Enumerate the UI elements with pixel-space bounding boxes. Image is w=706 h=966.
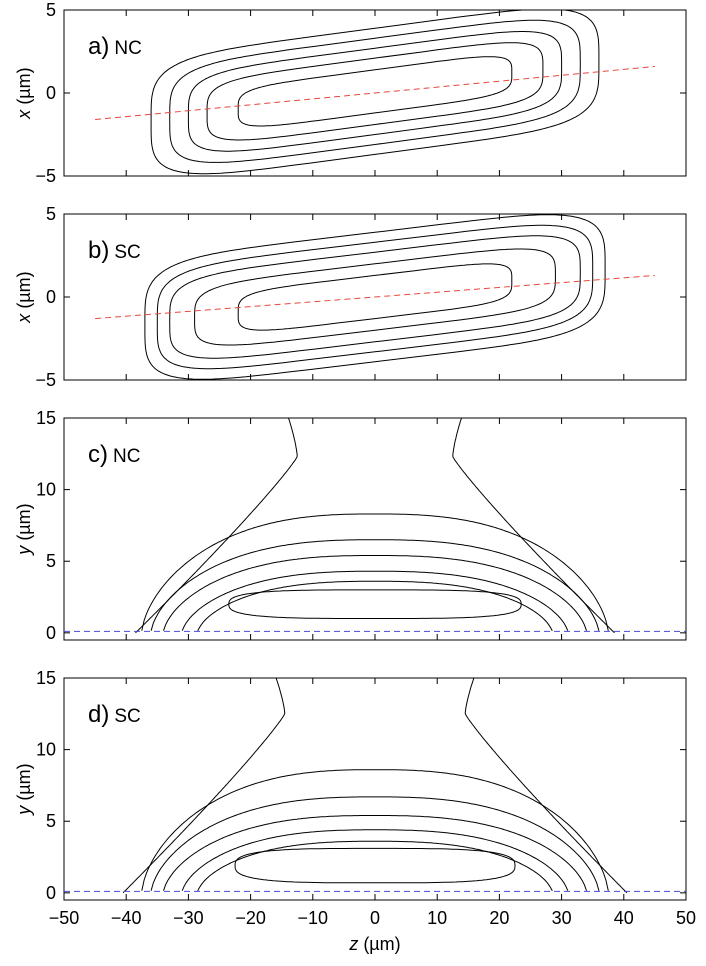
panel-tag: NC: [113, 446, 140, 467]
reference-line: [95, 65, 655, 121]
panel-tag: SC: [114, 242, 140, 263]
panel-c: 0 5 10 15 y (µm) c) NC: [14, 408, 687, 643]
reference-line: [95, 274, 655, 320]
x-tick-label: −10: [298, 908, 329, 928]
x-tick-label: 10: [427, 908, 447, 928]
contour-line: [181, 829, 569, 891]
y-axis-var: y: [14, 545, 34, 557]
y-axis-label: x (µm): [14, 67, 34, 119]
contour-line: [228, 589, 522, 619]
contours: [64, 678, 686, 894]
contour-line: [150, 796, 600, 891]
y-axis-var: x: [14, 109, 34, 120]
y-axis-unit: (µm): [14, 271, 34, 313]
y-tick-label: 15: [36, 408, 56, 428]
x-tick-label: −30: [173, 908, 204, 928]
panel-b: −5 0 5 x (µm) b) SC: [14, 204, 687, 390]
y-axis-unit: (µm): [14, 67, 34, 109]
y-tick-label: 0: [46, 287, 56, 307]
panel-d-label: d) SC: [88, 701, 141, 728]
contour-line: [464, 678, 628, 894]
contour-line: [122, 678, 286, 894]
panel-letter: c): [88, 441, 108, 468]
contour-line: [206, 42, 544, 141]
x-tick-label: 40: [614, 908, 634, 928]
y-axis-unit: (µm): [14, 763, 34, 805]
panel-letter: b): [88, 237, 109, 264]
x-axis-unit: (µm): [358, 934, 400, 954]
contour-line: [135, 418, 298, 634]
contour-line: [169, 235, 581, 359]
y-tick-label: 0: [46, 883, 56, 903]
contour-line: [187, 31, 563, 152]
panel-c-label: c) NC: [88, 441, 140, 468]
contour-line: [181, 570, 569, 631]
y-tick-label: 5: [46, 0, 56, 20]
panel-c-frame: [63, 417, 687, 641]
panel-d-frame: [63, 677, 687, 901]
x-tick-label: −20: [235, 908, 266, 928]
contour-line: [237, 263, 513, 331]
contour-line: [163, 555, 587, 631]
y-axis-var: x: [14, 313, 34, 324]
y-tick-label: 10: [36, 480, 56, 500]
x-tick-label: 30: [552, 908, 572, 928]
contour-line: [141, 769, 609, 891]
contour-line: [237, 56, 513, 127]
x-tick-label: 20: [489, 908, 509, 928]
y-axis-var: y: [14, 805, 34, 817]
contours: [95, 214, 655, 380]
x-axis-var: z: [348, 934, 358, 954]
contour-line: [144, 214, 606, 380]
y-tick-label: 5: [46, 811, 56, 831]
contour-line: [234, 847, 516, 884]
panel-letter: d): [88, 701, 109, 728]
y-tick-label: 5: [46, 204, 56, 224]
x-tick-label: −40: [111, 908, 142, 928]
y-axis-unit: (µm): [14, 503, 34, 545]
contour-line: [150, 10, 600, 175]
y-tick-label: −5: [35, 166, 56, 186]
y-axis-label: x (µm): [14, 271, 34, 323]
y-tick-label: 5: [46, 551, 56, 571]
contour-line: [452, 418, 615, 634]
y-axis-label: y (µm): [14, 503, 34, 556]
contour-line: [141, 513, 609, 631]
contour-line: [194, 248, 556, 346]
contours: [64, 418, 686, 634]
y-tick-label: 15: [36, 668, 56, 688]
contour-line: [156, 224, 594, 370]
contour-line: [197, 840, 553, 891]
y-tick-label: 0: [46, 83, 56, 103]
x-tick-label: 0: [370, 908, 380, 928]
contour-line: [169, 19, 581, 163]
panel-letter: a): [88, 33, 109, 60]
panel-tag: NC: [114, 38, 141, 59]
x-tick-label: −50: [49, 908, 80, 928]
contour-line: [150, 539, 600, 631]
contour-line: [163, 815, 587, 891]
y-tick-label: 10: [36, 740, 56, 760]
y-axis-label: y (µm): [14, 763, 34, 816]
contour-line: [197, 580, 553, 631]
y-tick-label: 0: [46, 623, 56, 643]
x-axis-label: z (µm): [348, 934, 400, 954]
y-tick-label: −5: [35, 370, 56, 390]
panel-tag: SC: [114, 706, 140, 727]
panel-a: −5 0 5 x (µm) a) NC: [14, 0, 687, 186]
panel-a-label: a) NC: [88, 33, 142, 60]
panel-b-label: b) SC: [88, 237, 141, 264]
contours: [95, 10, 655, 175]
x-tick-label: 50: [676, 908, 696, 928]
